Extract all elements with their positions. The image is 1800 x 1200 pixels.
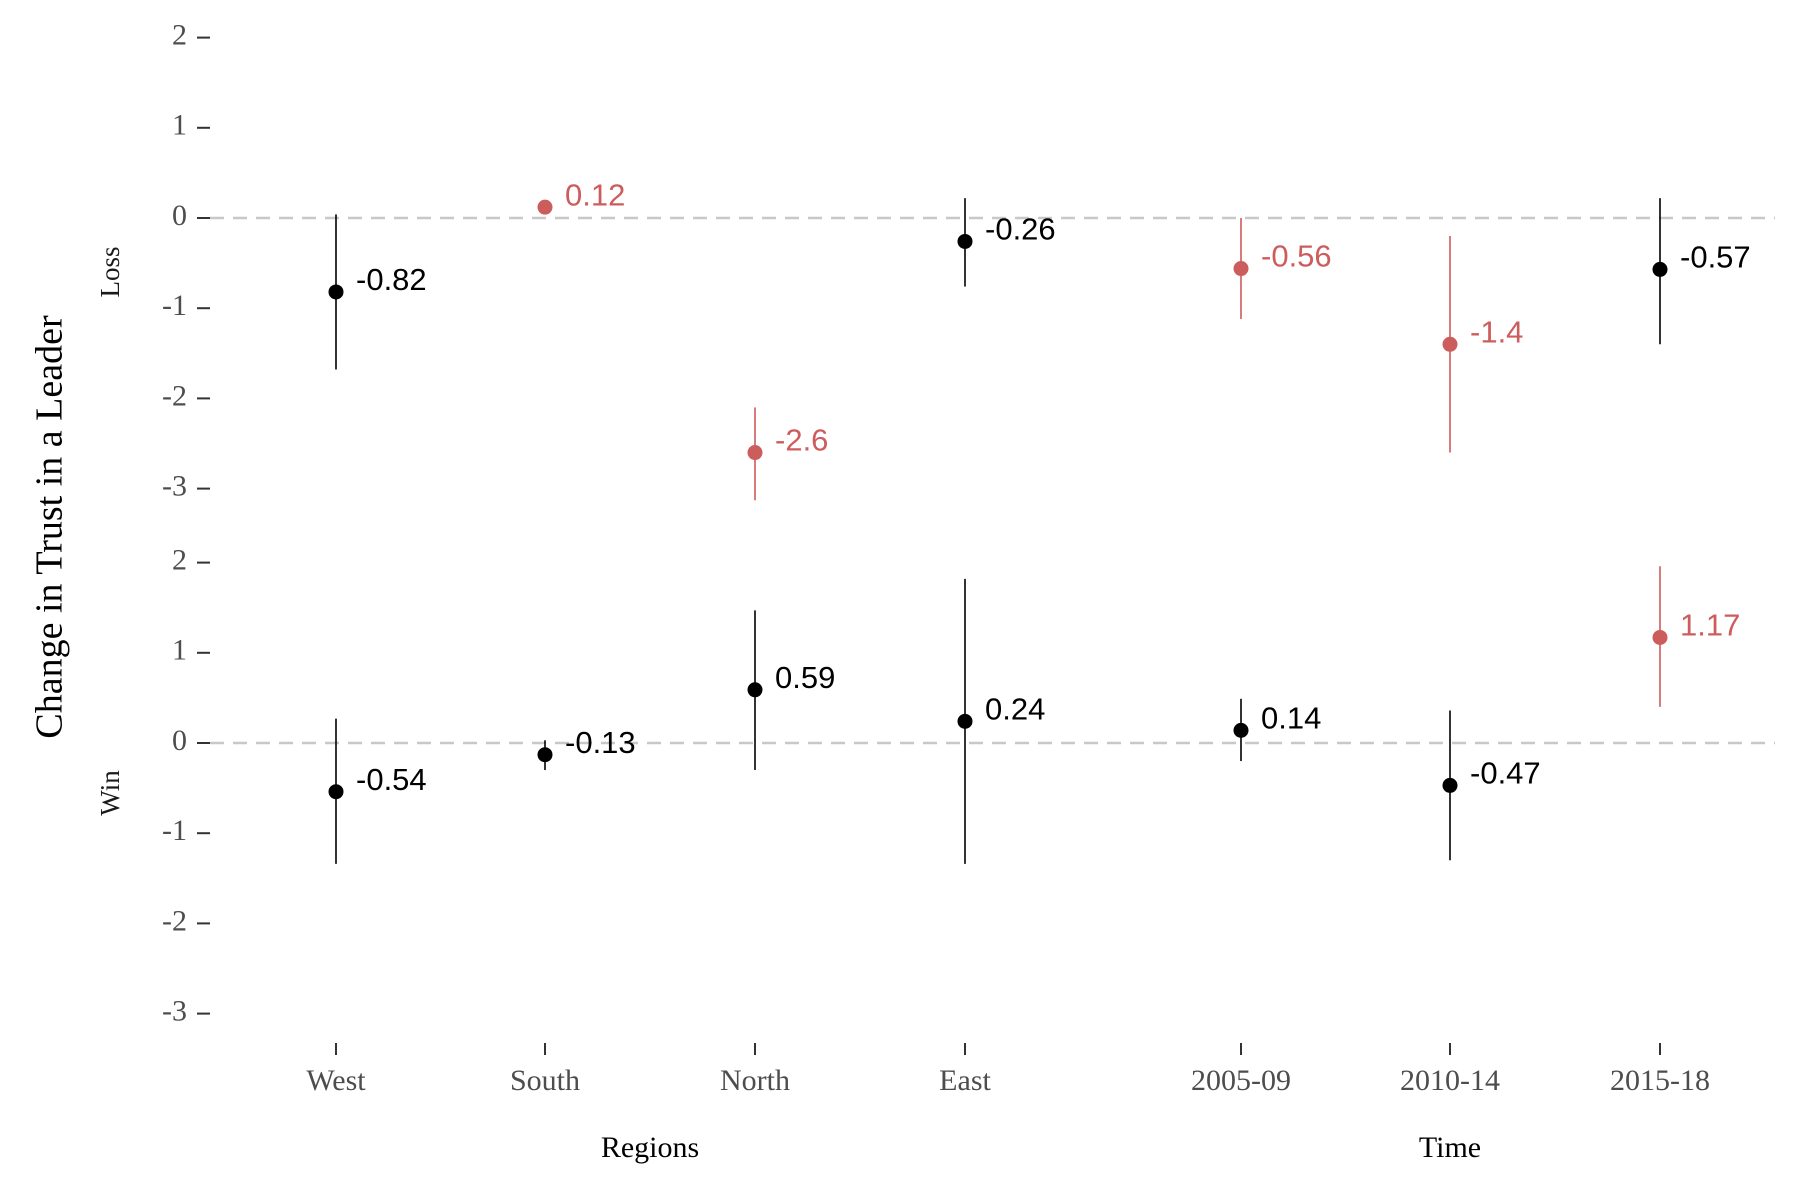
x-tick-label: West (306, 1064, 366, 1097)
x-tick-label: North (720, 1064, 790, 1097)
data-point (1233, 722, 1249, 738)
data-label: 0.14 (1261, 701, 1321, 736)
data-point-group: -0.57 (1652, 198, 1751, 345)
data-label: -0.57 (1680, 240, 1751, 275)
data-point (747, 445, 763, 461)
data-label: 0.24 (985, 692, 1045, 727)
data-point-group: -0.82 (328, 214, 427, 370)
x-group-regions: West South North East Regions (306, 1043, 991, 1164)
data-point (957, 233, 973, 249)
data-point (1652, 629, 1668, 645)
data-label: 0.59 (775, 660, 835, 695)
x-tick-label: East (939, 1064, 991, 1097)
data-point-group: 0.24 (957, 578, 1045, 864)
data-point-group: -0.56 (1233, 218, 1332, 320)
data-point (537, 199, 553, 215)
data-point (1233, 261, 1249, 277)
y-tick-label: -3 (162, 469, 187, 502)
data-point-group: -1.4 (1442, 236, 1523, 453)
data-point-group: 0.12 (537, 177, 625, 215)
y-tick-label: 2 (172, 18, 187, 51)
data-point (957, 713, 973, 729)
data-point-group: 0.14 (1233, 698, 1321, 762)
data-point-group: 0.59 (747, 610, 835, 771)
y-tick-label: -2 (162, 379, 187, 412)
facet-label-win: Win (95, 770, 125, 816)
data-point-group: 1.17 (1652, 566, 1740, 707)
data-point-group: -2.6 (747, 407, 828, 501)
x-tick-label: 2010-14 (1400, 1064, 1500, 1097)
x-group-time: 2005-09 2010-14 2015-18 Time (1191, 1043, 1710, 1164)
data-point (537, 747, 553, 763)
x-group-title: Regions (601, 1131, 699, 1164)
data-label: -0.47 (1470, 756, 1541, 791)
y-tick-label: -1 (162, 814, 187, 847)
data-point-group: -0.47 (1442, 710, 1541, 861)
data-label: -0.26 (985, 212, 1056, 247)
data-point-group: -0.26 (957, 198, 1056, 287)
y-tick-label: 1 (172, 109, 187, 142)
data-label: -0.13 (565, 725, 636, 760)
facet-loss: 2 1 0 -1 -2 -3 Loss -0.82 0.12 -2.6 -0.26 -0.56 -1.4… (95, 18, 1775, 502)
data-label: -0.82 (356, 262, 427, 297)
y-tick-label: 0 (172, 199, 187, 232)
y-tick-label: 1 (172, 634, 187, 667)
data-point (1442, 336, 1458, 352)
facet-label-loss: Loss (95, 246, 125, 297)
data-label: -0.56 (1261, 239, 1332, 274)
data-label: -2.6 (775, 423, 828, 458)
y-tick-label: 0 (172, 724, 187, 757)
data-point (747, 682, 763, 698)
data-point (1652, 261, 1668, 277)
x-group-title: Time (1419, 1131, 1481, 1164)
y-axis-title: Change in Trust in a Leader (29, 315, 71, 739)
data-point-group: -0.54 (328, 718, 427, 864)
facet-win: 2 1 0 -1 -2 -3 Win -0.54 -0.13 0.59 0.24 0.14 -0.47 1… (95, 543, 1775, 1027)
x-tick-label: 2005-09 (1191, 1064, 1291, 1097)
data-label: -0.54 (356, 762, 427, 797)
y-tick-label: -2 (162, 904, 187, 937)
data-point (328, 784, 344, 800)
data-label: 1.17 (1680, 608, 1740, 643)
data-point-group: -0.13 (537, 725, 636, 771)
x-tick-label: 2015-18 (1610, 1064, 1710, 1097)
data-label: -1.4 (1470, 314, 1523, 349)
data-point (1442, 777, 1458, 793)
y-tick-label: -3 (162, 994, 187, 1027)
data-label: 0.12 (565, 177, 625, 212)
y-tick-label: -1 (162, 289, 187, 322)
y-tick-label: 2 (172, 543, 187, 576)
data-point (328, 284, 344, 300)
x-tick-label: South (510, 1064, 580, 1097)
